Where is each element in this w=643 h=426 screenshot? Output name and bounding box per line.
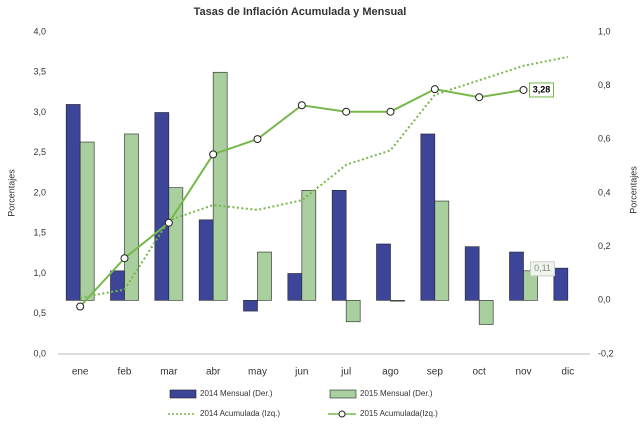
bar bbox=[553, 267, 569, 301]
y2-tick-label: 0,4 bbox=[598, 187, 611, 197]
x-tick-label: ene bbox=[72, 367, 89, 378]
point bbox=[519, 85, 528, 94]
y2-tick-label: 0,8 bbox=[598, 80, 611, 90]
point bbox=[164, 218, 173, 227]
data-label-box bbox=[530, 261, 555, 277]
legend-swatch bbox=[169, 389, 197, 399]
x-tick-label: dic bbox=[561, 367, 574, 378]
data-label: 0,11 bbox=[534, 263, 551, 273]
y-tick-label: 2,0 bbox=[33, 187, 46, 197]
point bbox=[209, 150, 218, 159]
y-tick-label: 1,0 bbox=[33, 268, 46, 278]
bar bbox=[287, 273, 303, 301]
bar bbox=[243, 300, 258, 312]
bar bbox=[390, 300, 405, 302]
bar bbox=[198, 219, 214, 301]
bar bbox=[257, 251, 272, 301]
x-tick-label: mar bbox=[160, 367, 178, 378]
bar bbox=[420, 133, 436, 301]
point bbox=[430, 85, 439, 94]
y-axis-label: Porcentajes bbox=[6, 169, 16, 217]
bar bbox=[434, 200, 450, 301]
bar bbox=[212, 71, 228, 301]
legend-marker bbox=[338, 410, 346, 418]
point bbox=[475, 93, 484, 102]
legend-label: 2014 Mensual (Der.) bbox=[200, 389, 273, 398]
point bbox=[386, 107, 395, 116]
bar bbox=[154, 112, 170, 301]
bar bbox=[345, 300, 361, 323]
x-tick-label: may bbox=[248, 367, 267, 378]
bar bbox=[301, 190, 317, 301]
x-tick-label: ago bbox=[382, 367, 399, 378]
x-tick-label: abr bbox=[206, 367, 221, 378]
legend-label: 2015 Acumulada(Izq.) bbox=[360, 409, 438, 418]
bar bbox=[376, 243, 391, 301]
y-tick-label: 2,5 bbox=[33, 147, 46, 157]
y2-tick-label: 1,0 bbox=[598, 26, 611, 36]
y2-tick-label: 0,0 bbox=[598, 295, 611, 305]
bar bbox=[65, 104, 81, 301]
y-tick-label: 1,5 bbox=[33, 228, 46, 238]
y-tick-label: 0,5 bbox=[33, 308, 46, 318]
x-tick-label: nov bbox=[515, 367, 531, 378]
data-label-box bbox=[529, 82, 554, 98]
x-tick-label: jul bbox=[340, 367, 351, 378]
point bbox=[253, 135, 262, 144]
chart-title: Tasas de Inflación Acumulada y Mensual bbox=[194, 6, 407, 18]
x-tick-label: sep bbox=[427, 367, 444, 378]
point bbox=[297, 101, 306, 110]
y-tick-label: 0,0 bbox=[33, 348, 46, 358]
y2-tick-label: 0,6 bbox=[598, 134, 611, 144]
bar bbox=[478, 300, 494, 325]
dotted-line bbox=[79, 55, 569, 299]
y2-axis-label: Porcentajes bbox=[628, 166, 638, 214]
bar bbox=[464, 246, 480, 301]
data-label: 3,28 bbox=[533, 84, 551, 94]
point bbox=[342, 107, 351, 116]
bar bbox=[509, 251, 524, 301]
legend-label: 2015 Mensual (Der.) bbox=[360, 389, 433, 398]
x-tick-label: jun bbox=[294, 367, 308, 378]
bar bbox=[331, 190, 347, 301]
bar bbox=[124, 133, 139, 301]
point bbox=[120, 254, 129, 263]
y2-tick-label: -0,2 bbox=[598, 348, 614, 358]
x-tick-label: oct bbox=[472, 367, 486, 378]
x-tick-label: feb bbox=[118, 367, 132, 378]
bar bbox=[110, 270, 125, 301]
bar bbox=[79, 141, 95, 301]
y-tick-label: 4,0 bbox=[33, 26, 46, 36]
y2-tick-label: 0,2 bbox=[598, 241, 611, 251]
y-tick-label: 3,0 bbox=[33, 107, 46, 117]
legend-swatch bbox=[329, 389, 357, 399]
point bbox=[76, 302, 85, 311]
y-tick-label: 3,5 bbox=[33, 67, 46, 77]
legend-label: 2014 Acumulada (Izq.) bbox=[200, 409, 280, 418]
